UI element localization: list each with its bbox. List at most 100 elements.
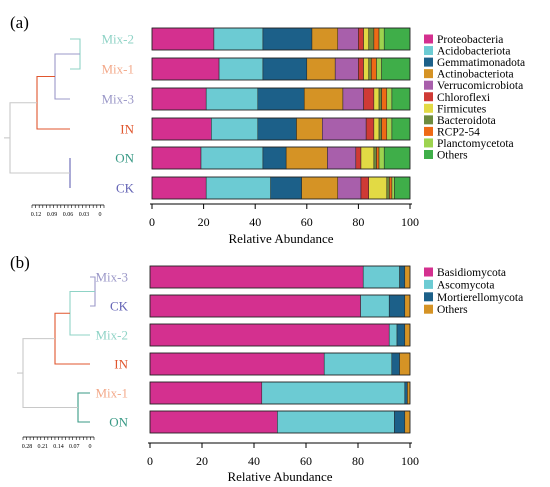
bar-segment-mix-3-others bbox=[391, 87, 411, 111]
legend-label-acidobacteriota: Acidobacteriota bbox=[437, 46, 510, 58]
x-tick-label: 40 bbox=[249, 215, 261, 229]
scale-tick-label: 0.03 bbox=[79, 212, 90, 218]
sample-label-ck: CK bbox=[116, 181, 135, 196]
bar-segment-on-actinobacteriota bbox=[285, 146, 328, 170]
bar-segment-mix-3-basidiomycota bbox=[149, 265, 364, 289]
bar-outline-on bbox=[149, 410, 411, 434]
bar-segment-on-others bbox=[383, 146, 411, 170]
bar-segment-on-others bbox=[404, 410, 411, 434]
bar-segment-ck-actinobacteriota bbox=[301, 176, 339, 200]
bar-segment-mix-2-verrucomicrobiota bbox=[337, 27, 359, 51]
legend-label-firmicutes: Firmicutes bbox=[437, 103, 487, 115]
bar-segment-mix-1-bacteroidota bbox=[368, 57, 372, 81]
legend-label-others: Others bbox=[437, 304, 468, 316]
bar-segment-ck-proteobacteria bbox=[151, 176, 207, 200]
bar-segment-mix-3-planctomycetota bbox=[386, 87, 393, 111]
bar-segment-on-rcp2-54 bbox=[376, 146, 380, 170]
bar-segment-mix-1-acidobacteriota bbox=[218, 57, 264, 81]
bar-segment-mix-1-gemmatimonadota bbox=[262, 57, 308, 81]
sample-label-mix-3: Mix-3 bbox=[96, 270, 129, 285]
legend-label-gemmatimonadota: Gemmatimonadota bbox=[437, 57, 525, 69]
bar-segment-mix-3-actinobacteriota bbox=[303, 87, 344, 111]
legend-label-proteobacteria: Proteobacteria bbox=[437, 34, 503, 46]
legend-label-verrucomicrobiota: Verrucomicrobiota bbox=[437, 80, 523, 92]
legend-swatch-bacteroidota bbox=[424, 115, 433, 125]
bar-segment-ck-chloroflexi bbox=[360, 176, 369, 200]
bacteria-composition-chart: Mix-2 Mix-1 Mix-3 IN ON CK 0 20 40 60 80 100 Relativ… bbox=[4, 27, 525, 246]
legend-label-ascomycota: Ascomycota bbox=[437, 279, 494, 291]
bar-outline-in bbox=[149, 352, 411, 376]
legend-label-planctomycetota: Planctomycetota bbox=[437, 138, 514, 150]
sample-label-on: ON bbox=[115, 151, 134, 166]
scale-tick-label: 0.09 bbox=[47, 212, 58, 218]
bar-segment-in-actinobacteriota bbox=[296, 117, 323, 141]
bar-segment-mix-3-chloroflexi bbox=[363, 87, 375, 111]
bar-segment-mix-1-rcp2-54 bbox=[371, 57, 377, 81]
dendrogram-branch bbox=[54, 53, 80, 100]
x-tick-label: 0 bbox=[147, 454, 153, 468]
x-axis-title: Relative Abundance bbox=[228, 231, 333, 246]
bar-segment-in-firmicutes bbox=[373, 117, 380, 141]
bar-segment-on-proteobacteria bbox=[151, 146, 202, 170]
bar-segment-mix-1-firmicutes bbox=[363, 57, 369, 81]
scale-tick-label: 0.12 bbox=[31, 212, 42, 218]
dendrogram-branch bbox=[69, 290, 95, 336]
bar-segment-mix-3-bacteroidota bbox=[378, 87, 382, 111]
bar-outline-in bbox=[151, 117, 411, 141]
legend-label-actinobacteriota: Actinobacteriota bbox=[437, 69, 514, 81]
bar-segment-on-bacteroidota bbox=[373, 146, 377, 170]
bar-segment-ck-verrucomicrobiota bbox=[337, 176, 362, 200]
legend-swatch-basidiomycota bbox=[424, 267, 433, 277]
bar-segment-mix-3-ascomycota bbox=[362, 265, 400, 289]
dendrogram-branch bbox=[36, 75, 70, 130]
x-tick-label: 60 bbox=[301, 215, 313, 229]
bar-segment-mix-1-planctomycetota bbox=[376, 57, 382, 81]
panel-a-letter: (a) bbox=[10, 13, 29, 32]
legend-swatch-verrucomicrobiota bbox=[424, 80, 433, 90]
bar-segment-ck-gemmatimonadota bbox=[270, 176, 302, 200]
sample-label-ck: CK bbox=[110, 299, 129, 314]
bar-segment-mix-1-others bbox=[381, 57, 411, 81]
dendrogram-branch bbox=[22, 338, 78, 409]
legend-label-others: Others bbox=[437, 150, 468, 162]
bar-segment-mix-2-firmicutes bbox=[363, 27, 369, 51]
bar-segment-mix-2-basidiomycota bbox=[149, 323, 390, 347]
bar-segment-in-planctomycetota bbox=[386, 117, 393, 141]
legend-label-chloroflexi: Chloroflexi bbox=[437, 92, 490, 104]
scale-tick-label: 0 bbox=[99, 212, 102, 218]
bar-outline-ck bbox=[151, 176, 411, 200]
dendrogram bbox=[4, 38, 81, 188]
bar-segment-on-firmicutes bbox=[360, 146, 375, 170]
sample-label-in: IN bbox=[114, 357, 128, 372]
bar-segment-ck-mortierellomycota bbox=[388, 294, 406, 318]
bar-segment-mix-3-firmicutes bbox=[373, 87, 380, 111]
bar-segment-ck-acidobacteriota bbox=[205, 176, 271, 200]
bar-segment-in-basidiomycota bbox=[149, 352, 325, 376]
x-tick-label: 60 bbox=[300, 454, 312, 468]
bar-segment-in-mortierellomycota bbox=[391, 352, 400, 376]
bar-segment-mix-1-chloroflexi bbox=[358, 57, 364, 81]
x-tick-label: 40 bbox=[248, 454, 260, 468]
x-tick-label: 20 bbox=[196, 454, 208, 468]
legend-swatch-actinobacteriota bbox=[424, 69, 433, 79]
bar-segment-mix-2-actinobacteriota bbox=[311, 27, 339, 51]
bar-segment-mix-1-proteobacteria bbox=[151, 57, 220, 81]
bar-segment-in-gemmatimonadota bbox=[257, 117, 297, 141]
legend-swatch-others bbox=[424, 150, 433, 159]
bar-segment-mix-1-ascomycota bbox=[261, 381, 406, 405]
bar-segment-mix-2-rcp2-54 bbox=[373, 27, 380, 51]
bar-outline-mix-1 bbox=[149, 381, 411, 405]
bar-segment-mix-2-gemmatimonadota bbox=[262, 27, 313, 51]
bar-outline-mix-2 bbox=[149, 323, 411, 347]
x-tick-label: 80 bbox=[352, 215, 364, 229]
sample-label-on: ON bbox=[109, 415, 128, 430]
bar-segment-mix-2-planctomycetota bbox=[378, 27, 385, 51]
bar-segment-ck-ascomycota bbox=[360, 294, 390, 318]
sample-label-in: IN bbox=[120, 122, 134, 137]
bar-segment-on-mortierellomycota bbox=[394, 410, 406, 434]
bar-segment-mix-1-basidiomycota bbox=[149, 381, 263, 405]
legend-label-rcp2-54: RCP2-54 bbox=[437, 126, 480, 138]
scale-tick-label: 0.28 bbox=[22, 444, 33, 450]
dendrogram bbox=[17, 276, 96, 423]
sample-label-mix-2: Mix-2 bbox=[96, 328, 129, 343]
